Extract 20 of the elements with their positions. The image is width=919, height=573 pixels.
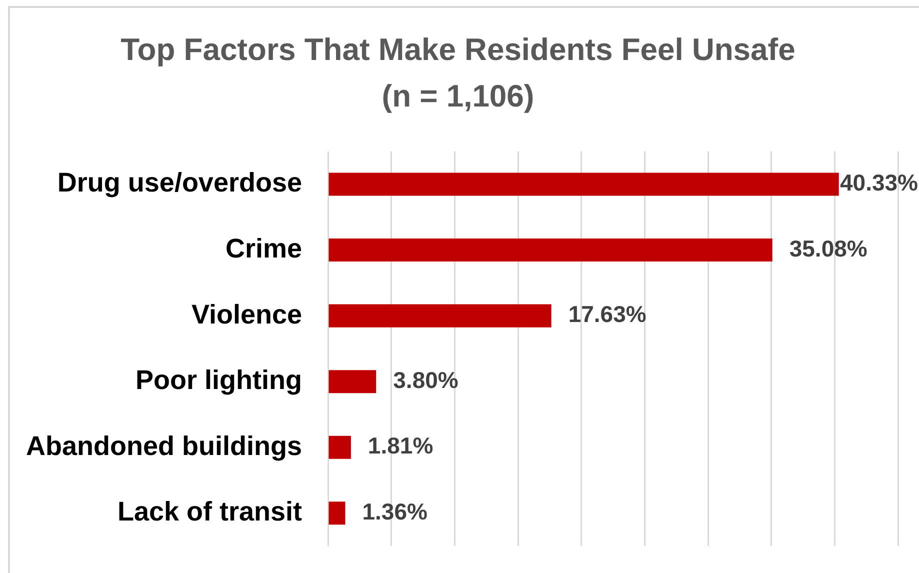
chart-subtitle: (n = 1,106) [382, 78, 534, 114]
bar [328, 502, 346, 525]
data-label: 35.08% [789, 235, 868, 262]
bar [328, 304, 552, 328]
chart-title: Top Factors That Make Residents Feel Unsafe [120, 32, 796, 68]
y-tick-label: Violence [191, 299, 302, 330]
bar [328, 172, 839, 196]
data-label: 1.36% [362, 498, 428, 524]
data-label: 40.33% [840, 170, 918, 196]
bar [328, 238, 772, 262]
data-label: 17.63% [568, 301, 646, 328]
data-label: 1.81% [368, 432, 434, 459]
y-tick-label: Drug use/overdose [57, 168, 302, 198]
y-tick-label: Lack of transit [117, 496, 302, 527]
bar [328, 436, 351, 459]
y-tick-label: Poor lighting [136, 365, 302, 396]
data-label: 3.80% [393, 366, 458, 393]
bar [328, 370, 376, 394]
y-tick-label: Abandoned buildings [26, 430, 302, 461]
y-tick-label: Crime [225, 234, 302, 264]
